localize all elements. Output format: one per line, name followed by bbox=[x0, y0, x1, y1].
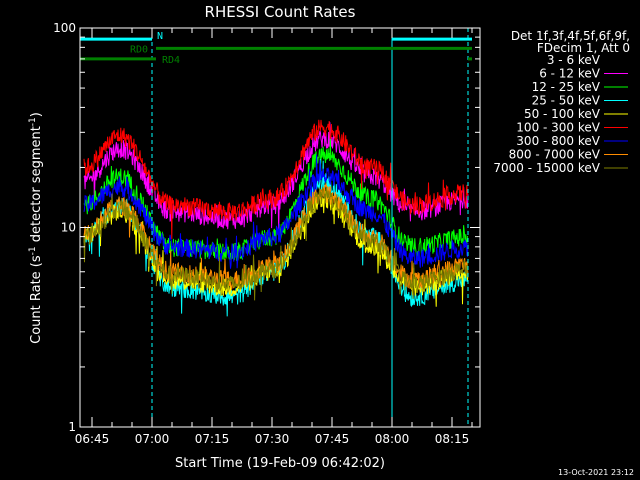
x-tick-label: 07:30 bbox=[255, 432, 290, 446]
legend-label-9: 7000 - 15000 keV bbox=[493, 161, 600, 175]
y-axis-label-sup2: -1 bbox=[28, 117, 38, 126]
y-axis-label-end: ) bbox=[29, 112, 44, 117]
plot-clip-group bbox=[83, 119, 469, 317]
footer-timestamp: 13-Oct-2021 23:12 bbox=[558, 468, 634, 477]
y-axis-label-mid: detector segment bbox=[29, 126, 44, 246]
legend-header-line-1: Det 1f,3f,4f,5f,6f,9f, bbox=[511, 29, 630, 43]
y-tick-label-1: 1 bbox=[68, 420, 76, 434]
legend-label-4: 25 - 50 keV bbox=[532, 94, 601, 108]
y-axis-label: Count Rate (s-1 detector segment-1) bbox=[28, 112, 44, 344]
x-tick-label: 07:00 bbox=[135, 432, 170, 446]
legend-header-line-2: FDecim 1, Att 0 bbox=[537, 41, 630, 55]
y-tick-label-100: 100 bbox=[53, 21, 76, 35]
legend-label-2: 6 - 12 keV bbox=[539, 67, 601, 81]
x-tick-label: 07:15 bbox=[195, 432, 230, 446]
x-tick-label: 07:45 bbox=[315, 432, 350, 446]
series-line-6 bbox=[83, 119, 469, 239]
plot-area: N RD0 RD4 bbox=[79, 28, 472, 427]
legend-label-7: 300 - 800 keV bbox=[516, 134, 600, 148]
flag-label-rd0: RD0 bbox=[130, 44, 148, 55]
legend-label-3: 12 - 25 keV bbox=[532, 80, 601, 94]
series-line-9 bbox=[83, 186, 469, 301]
flag-label-rd4: RD4 bbox=[162, 55, 180, 66]
series-line-7 bbox=[83, 154, 469, 269]
y-axis-label-sup: -1 bbox=[28, 246, 38, 255]
series-line-2 bbox=[83, 122, 469, 232]
legend-label-8: 800 - 7000 keV bbox=[509, 148, 601, 162]
y-tick-label-10: 10 bbox=[61, 221, 76, 235]
x-tick-label: 08:15 bbox=[435, 432, 470, 446]
x-tick-label: 08:00 bbox=[375, 432, 410, 446]
x-axis-label: Start Time (19-Feb-09 06:42:02) bbox=[175, 456, 385, 471]
axes: 1 10 100 06:45 07:00 07:15 07:30 07:45 08:00 08:1… bbox=[53, 21, 481, 446]
chart-title: RHESSI Count Rates bbox=[205, 3, 356, 21]
flag-label-n: N bbox=[157, 31, 163, 42]
y-axis-label-main: Count Rate (s bbox=[29, 255, 44, 344]
legend: Det 1f,3f,4f,5f,6f,9f, FDecim 1, Att 0 3… bbox=[493, 29, 630, 175]
legend-label-1: 3 - 6 keV bbox=[547, 53, 601, 67]
x-tick-label: 06:45 bbox=[75, 432, 110, 446]
legend-label-6: 100 - 300 keV bbox=[516, 121, 600, 135]
legend-label-5: 50 - 100 keV bbox=[524, 107, 601, 121]
